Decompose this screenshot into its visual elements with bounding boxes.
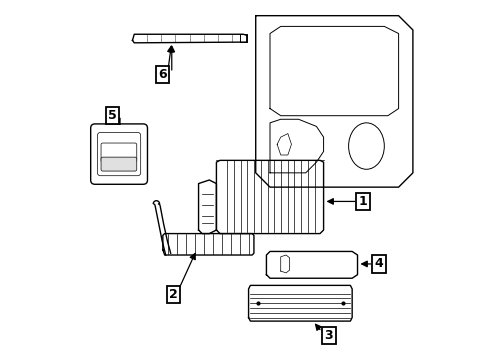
FancyBboxPatch shape: [98, 132, 141, 176]
Text: 6: 6: [159, 68, 167, 81]
Text: 3: 3: [325, 329, 333, 342]
FancyBboxPatch shape: [101, 143, 137, 162]
Text: 1: 1: [359, 195, 368, 208]
FancyBboxPatch shape: [101, 157, 137, 171]
Text: 4: 4: [374, 257, 383, 270]
FancyBboxPatch shape: [91, 124, 147, 184]
Text: 5: 5: [108, 109, 117, 122]
Text: 2: 2: [169, 288, 178, 301]
